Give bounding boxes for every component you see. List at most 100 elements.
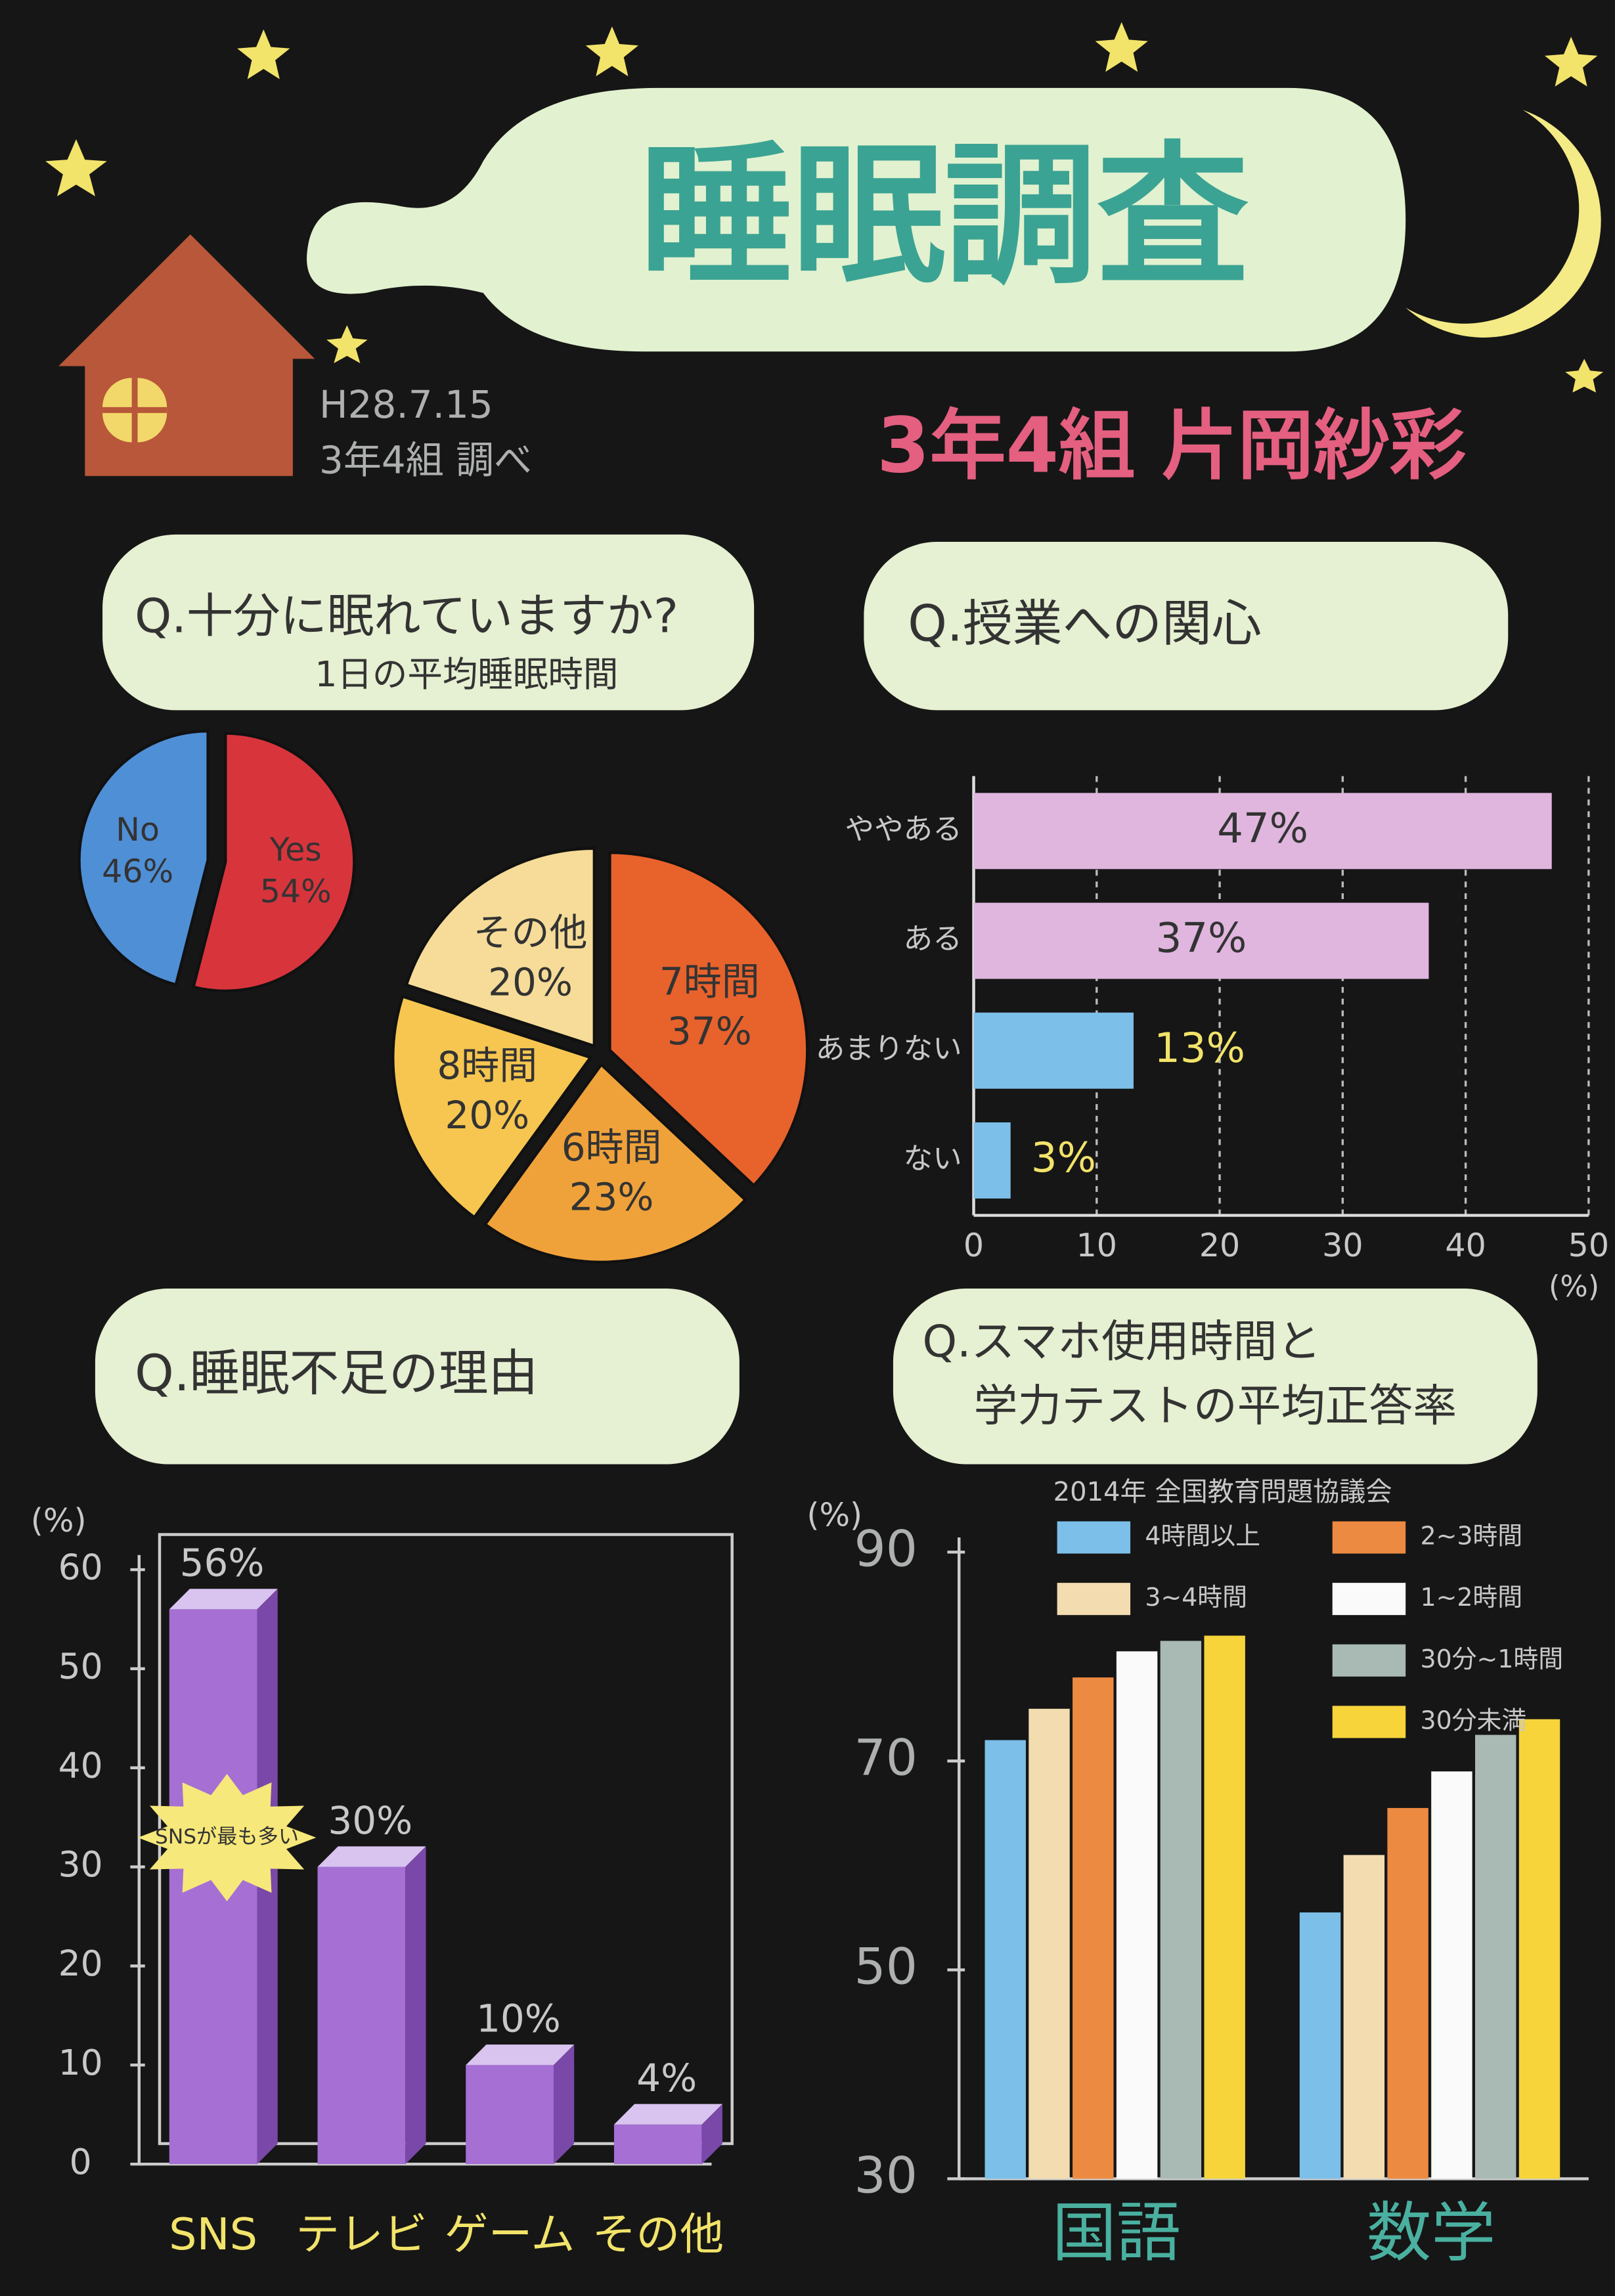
bar bbox=[1160, 1641, 1202, 2179]
legend-swatch bbox=[1057, 1521, 1131, 1554]
slice-label: 6時間 bbox=[562, 1125, 662, 1170]
slice-label: 8時間 bbox=[437, 1044, 537, 1088]
survey-by: 3年4組 調べ bbox=[319, 438, 532, 483]
bar bbox=[1299, 1912, 1341, 2179]
bar-side bbox=[553, 2044, 575, 2165]
slice-value: 23% bbox=[569, 1174, 654, 1219]
poster-title: 睡眠調査 bbox=[640, 127, 1249, 305]
bar bbox=[1387, 1807, 1428, 2179]
x-tick-label: ゲーム bbox=[445, 2209, 575, 2260]
bar bbox=[1343, 1855, 1385, 2179]
pie-slice bbox=[77, 729, 210, 987]
value-label: 3% bbox=[1031, 1134, 1096, 1181]
bar bbox=[613, 2124, 702, 2165]
question-box bbox=[95, 1289, 740, 1465]
bar-side bbox=[701, 2104, 722, 2165]
y-tick-label: 30 bbox=[58, 1843, 103, 1885]
x-tick-label: 20 bbox=[1199, 1226, 1240, 1264]
x-tick-label: SNS bbox=[169, 2209, 257, 2260]
slice-label: その他 bbox=[474, 910, 588, 955]
pie-slice bbox=[608, 850, 809, 1188]
value-label: 56% bbox=[180, 1541, 265, 1585]
legend-label: 2~3時間 bbox=[1420, 1522, 1522, 1551]
annotation: SNSが最も多い bbox=[155, 1825, 299, 1849]
bar bbox=[973, 1012, 1134, 1089]
bar bbox=[1204, 1635, 1245, 2179]
title-bubble bbox=[307, 87, 1406, 352]
x-tick-label: 国語 bbox=[1052, 2196, 1181, 2271]
bar bbox=[1475, 1734, 1516, 2179]
bar bbox=[973, 793, 1552, 870]
bar bbox=[1116, 1651, 1158, 2179]
y-tick-label: 50 bbox=[58, 1646, 103, 1687]
axis-unit: (%) bbox=[807, 1495, 862, 1534]
question-box bbox=[893, 1289, 1538, 1465]
slice-label: Yes bbox=[269, 830, 322, 868]
bar-top bbox=[169, 1589, 278, 1610]
y-tick-label: ない bbox=[904, 1141, 962, 1176]
value-label: 30% bbox=[328, 1798, 412, 1843]
bar bbox=[1029, 1708, 1070, 2179]
pie-slice bbox=[391, 994, 593, 1220]
x-tick-label: 50 bbox=[1568, 1226, 1609, 1264]
y-tick-label: 10 bbox=[58, 2042, 103, 2083]
x-tick-label: テレビ bbox=[296, 2209, 428, 2260]
stars bbox=[45, 22, 1604, 393]
bar bbox=[169, 1609, 257, 2165]
bar-top bbox=[466, 2044, 575, 2065]
bar-top bbox=[317, 1846, 426, 1867]
slice-value: 20% bbox=[445, 1093, 529, 1137]
question-title: Q.スマホ使用時間と bbox=[923, 1315, 1321, 1367]
slice-value: 46% bbox=[102, 852, 173, 891]
bar bbox=[984, 1740, 1026, 2179]
legend-swatch bbox=[1332, 1706, 1406, 1738]
axis-unit: (%) bbox=[31, 1501, 87, 1539]
annotation-burst bbox=[137, 1774, 317, 1902]
y-tick-label: 20 bbox=[58, 1943, 103, 1984]
question-title: 学力テストの平均正答率 bbox=[974, 1380, 1457, 1431]
slice-label: 7時間 bbox=[659, 960, 760, 1004]
x-tick-label: 0 bbox=[963, 1226, 984, 1264]
question-title: Q.睡眠不足の理由 bbox=[135, 1344, 538, 1402]
bar bbox=[973, 1122, 1011, 1199]
x-tick-label: 10 bbox=[1076, 1226, 1117, 1264]
slice-value: 37% bbox=[667, 1009, 752, 1053]
pie-slice bbox=[483, 1062, 748, 1264]
question-box bbox=[102, 534, 755, 711]
y-tick-label: 40 bbox=[58, 1744, 103, 1786]
legend-label: 30分未満 bbox=[1420, 1706, 1526, 1734]
y-tick-label: 30 bbox=[854, 2146, 918, 2204]
question-subtitle: 1日の平均睡眠時間 bbox=[315, 653, 618, 695]
pie-slice bbox=[191, 732, 356, 993]
value-label: 10% bbox=[476, 1997, 561, 2041]
legend-swatch bbox=[1332, 1644, 1406, 1677]
y-tick-label: ややある bbox=[845, 812, 962, 846]
legend-label: 4時間以上 bbox=[1145, 1522, 1260, 1551]
x-tick-label: 数学 bbox=[1367, 2196, 1495, 2271]
y-tick-label: 60 bbox=[58, 1547, 103, 1588]
author: 3年4組 片岡紗彩 bbox=[877, 402, 1466, 491]
x-tick-label: その他 bbox=[592, 2209, 724, 2260]
y-tick-label: 90 bbox=[854, 1520, 918, 1578]
slice-label: No bbox=[116, 810, 160, 849]
value-label: 37% bbox=[1156, 914, 1247, 962]
y-tick-label: 50 bbox=[854, 1937, 918, 1995]
bar bbox=[466, 2065, 554, 2165]
chart-source: 2014年 全国教育問題協議会 bbox=[1053, 1477, 1392, 1507]
bar bbox=[1431, 1771, 1472, 2179]
pie-slice bbox=[404, 847, 596, 1048]
y-tick-label: ある bbox=[904, 922, 962, 956]
question-title: Q.十分に眠れていますか? bbox=[135, 589, 678, 644]
y-tick-label: あまりない bbox=[816, 1032, 962, 1066]
slice-value: 54% bbox=[260, 872, 332, 910]
legend-label: 1~2時間 bbox=[1420, 1583, 1522, 1612]
legend-label: 30分~1時間 bbox=[1420, 1645, 1563, 1673]
bar bbox=[317, 1866, 406, 2165]
axis-unit: (%) bbox=[1549, 1269, 1599, 1304]
legend-swatch bbox=[1332, 1583, 1406, 1616]
value-label: 13% bbox=[1154, 1024, 1245, 1072]
bar bbox=[1073, 1677, 1114, 2179]
date: H28.7.15 bbox=[319, 382, 493, 427]
